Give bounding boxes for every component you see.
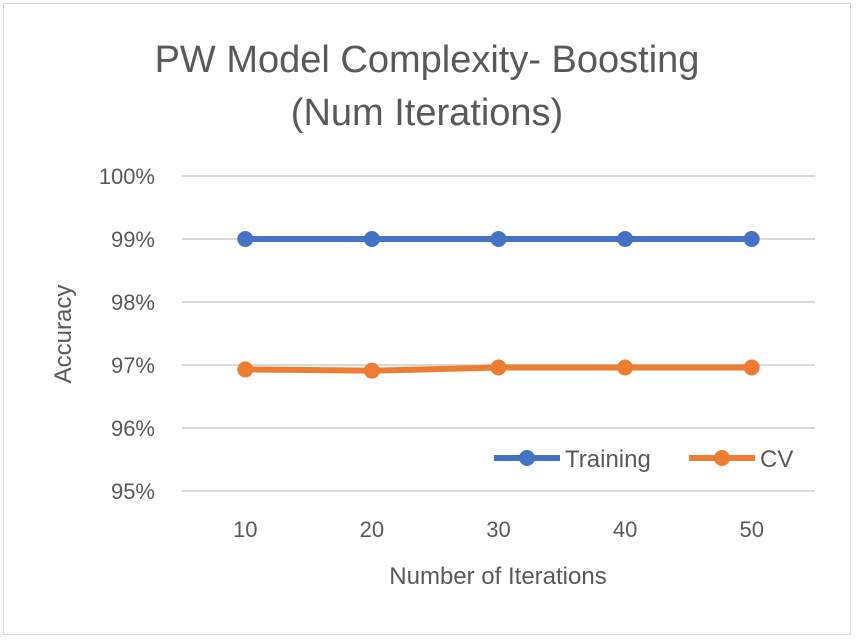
legend-marker-training xyxy=(519,450,535,466)
legend-marker-cv xyxy=(714,450,730,466)
y-axis-ticks: 95% 96% 97% 98% 99% 100% xyxy=(99,164,155,504)
legend-label-cv: CV xyxy=(760,446,793,473)
data-point-training xyxy=(363,231,380,247)
y-tick-label: 95% xyxy=(111,479,155,504)
x-tick-label: 40 xyxy=(613,517,637,542)
data-point-cv xyxy=(363,362,380,379)
y-tick-label: 98% xyxy=(111,290,155,315)
data-point-cv xyxy=(743,359,760,376)
chart-title-line-1: PW Model Complexity- Boosting xyxy=(155,39,700,81)
gridlines xyxy=(182,175,815,492)
y-tick-label: 100% xyxy=(99,164,155,189)
x-tick-label: 50 xyxy=(739,517,763,542)
data-point-training xyxy=(743,231,760,247)
chart-frame xyxy=(3,3,851,635)
series-group xyxy=(237,231,760,379)
legend: Training CV xyxy=(494,446,793,473)
data-point-training xyxy=(617,231,634,247)
x-tick-label: 10 xyxy=(233,517,257,542)
x-tick-label: 30 xyxy=(486,517,510,542)
x-axis-title: Number of Iterations xyxy=(389,563,606,590)
data-point-cv xyxy=(490,359,507,376)
x-axis-ticks: 10 20 30 40 50 xyxy=(233,517,764,542)
legend-label-training: Training xyxy=(565,446,651,473)
x-tick-label: 20 xyxy=(360,517,384,542)
y-tick-label: 96% xyxy=(111,416,155,441)
data-point-cv xyxy=(237,361,254,378)
y-axis-title: Accuracy xyxy=(50,285,77,384)
data-point-training xyxy=(490,231,507,247)
y-tick-label: 99% xyxy=(111,227,155,252)
chart-title-line-2: (Num Iterations) xyxy=(291,92,563,134)
y-tick-label: 97% xyxy=(111,353,155,378)
data-point-cv xyxy=(617,359,634,376)
data-point-training xyxy=(237,231,254,247)
